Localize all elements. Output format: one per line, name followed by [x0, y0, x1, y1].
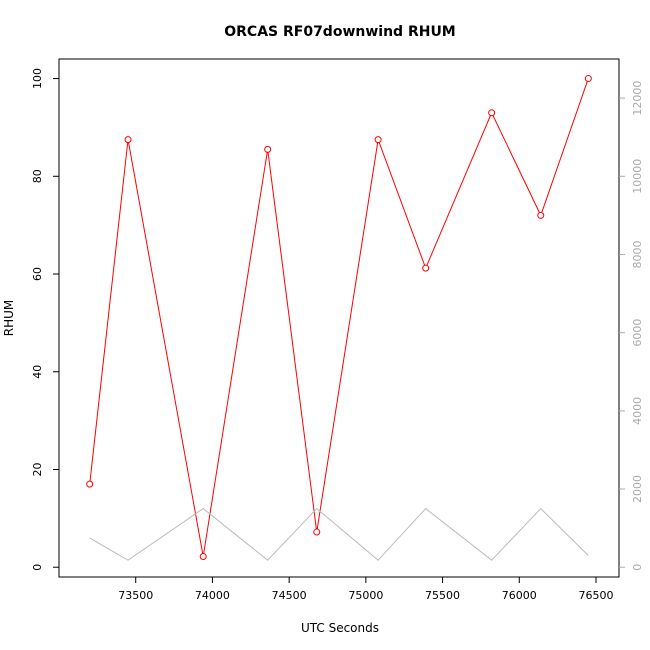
y-tick-label: 80 [31, 169, 44, 183]
x-tick-label: 75000 [348, 589, 383, 602]
y2-tick-label: 6000 [631, 319, 644, 347]
series-0-point [86, 480, 94, 488]
x-axis-label: UTC Seconds [301, 621, 379, 635]
series-0-point [584, 75, 592, 83]
y-tick-label: 20 [31, 462, 44, 476]
y-axis-right: 0 2000 4000 6000 8000 10000 12000 [619, 81, 644, 571]
series-0-point [313, 528, 321, 536]
series-0-point [374, 136, 382, 144]
y-tick-label: 60 [31, 267, 44, 281]
series-0-point [537, 211, 545, 219]
y2-tick-label: 10000 [631, 159, 644, 194]
y2-tick-label: 12000 [631, 81, 644, 116]
x-tick-label: 76000 [502, 589, 537, 602]
y-tick-label: 40 [31, 365, 44, 379]
series-0-point [422, 264, 430, 272]
series-0-point [264, 145, 272, 153]
y-axis-left: 0 20 40 60 80 100 [31, 68, 59, 571]
series-0-line [89, 78, 589, 557]
y2-tick-label: 2000 [631, 475, 644, 503]
series-0-point [488, 109, 496, 117]
x-tick-label: 75500 [425, 589, 460, 602]
y2-tick-label: 8000 [631, 240, 644, 268]
series-0-point [124, 136, 132, 144]
y2-tick-label: 4000 [631, 397, 644, 425]
x-tick-label: 74500 [272, 589, 307, 602]
y2-tick-label: 0 [631, 564, 644, 571]
y-tick-label: 0 [31, 564, 44, 571]
y-axis-label: RHUM [2, 300, 16, 337]
series-layer [86, 75, 592, 561]
plot-frame [58, 58, 620, 578]
series-1-line [89, 507, 589, 561]
y-tick-label: 100 [31, 68, 44, 89]
chart-title: ORCAS RF07downwind RHUM [224, 24, 456, 40]
x-axis: 73500 74000 74500 75000 75500 76000 76500 [118, 577, 613, 602]
series-0-point [199, 552, 207, 560]
x-tick-label: 76500 [578, 589, 613, 602]
x-tick-label: 74000 [195, 589, 230, 602]
x-tick-label: 73500 [118, 589, 153, 602]
